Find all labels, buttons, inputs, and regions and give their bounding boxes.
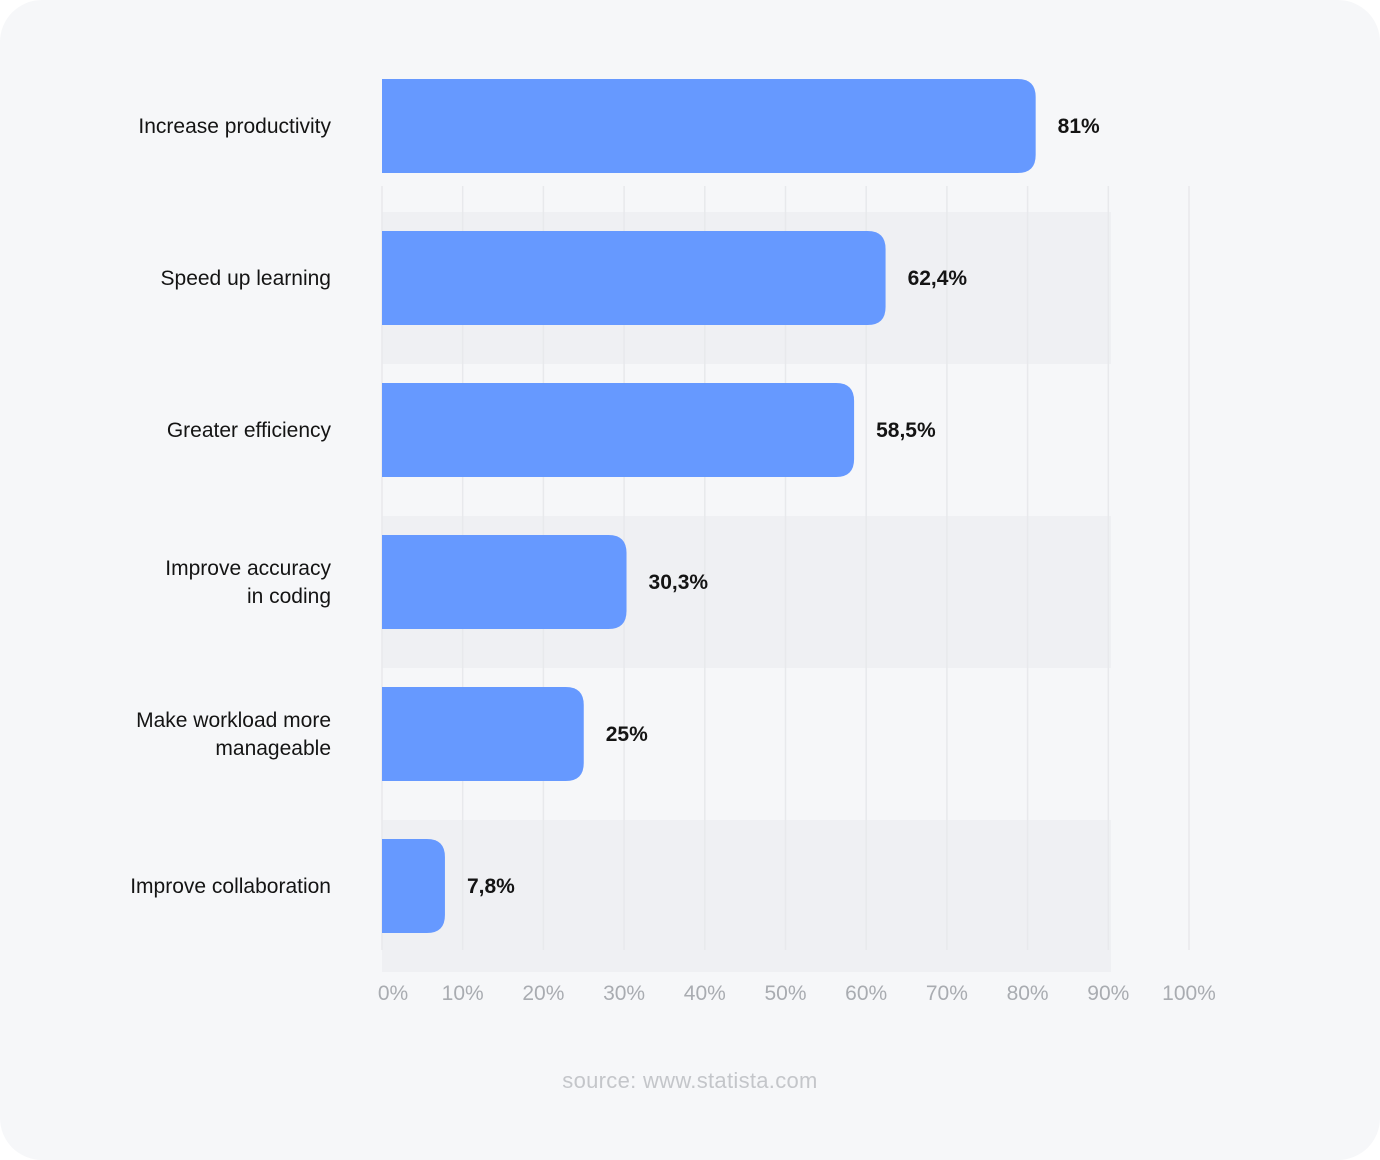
category-labels: Increase productivity Speed up learning Gr… (130, 115, 331, 898)
category-label: Make workload more manageable (136, 709, 331, 760)
tick-label: 30% (603, 982, 645, 1005)
category-label-line: manageable (215, 737, 331, 760)
tick-label: 90% (1087, 982, 1129, 1005)
category-label-line: Improve collaboration (130, 875, 331, 898)
category-label-line: Make workload more (136, 709, 331, 732)
bar (382, 79, 1036, 173)
tick-label: 50% (764, 982, 806, 1005)
category-label: Speed up learning (161, 267, 331, 290)
category-label-line: Greater efficiency (167, 419, 332, 442)
category-label-line: in coding (247, 585, 331, 608)
source-note: source: www.statista.com (562, 1068, 818, 1093)
x-axis-ticks: 0% 10% 20% 30% 40% 50% 60% 70% 80% 90% 100% (378, 982, 1216, 1005)
tick-label: 60% (845, 982, 887, 1005)
value-label: 62,4% (908, 267, 968, 290)
bar (382, 687, 584, 781)
category-label-line: Improve accuracy (165, 557, 331, 580)
value-label: 7,8% (467, 875, 515, 898)
category-label: Increase productivity (138, 115, 331, 138)
tick-label: 80% (1007, 982, 1049, 1005)
bar (382, 383, 855, 477)
category-label-line: Increase productivity (138, 115, 331, 138)
category-label-line: Speed up learning (161, 267, 331, 290)
value-label: 30,3% (649, 571, 709, 594)
value-label: 58,5% (876, 419, 936, 442)
category-label: Improve accuracy in coding (165, 557, 331, 608)
tick-label: 20% (522, 982, 564, 1005)
tick-label: 10% (442, 982, 484, 1005)
value-label: 81% (1058, 115, 1100, 138)
tick-label: 0% (378, 982, 408, 1005)
category-label: Improve collaboration (130, 875, 331, 898)
bar (382, 535, 627, 629)
bar (382, 839, 445, 933)
category-label: Greater efficiency (167, 419, 332, 442)
value-label: 25% (606, 723, 648, 746)
row-band (382, 820, 1111, 972)
tick-label: 40% (684, 982, 726, 1005)
tick-label: 70% (926, 982, 968, 1005)
bar (382, 231, 886, 325)
bars (382, 79, 1036, 933)
value-labels: 81% 62,4% 58,5% 30,3% 25% 7,8% (467, 115, 1100, 898)
tick-label: 100% (1162, 982, 1216, 1005)
